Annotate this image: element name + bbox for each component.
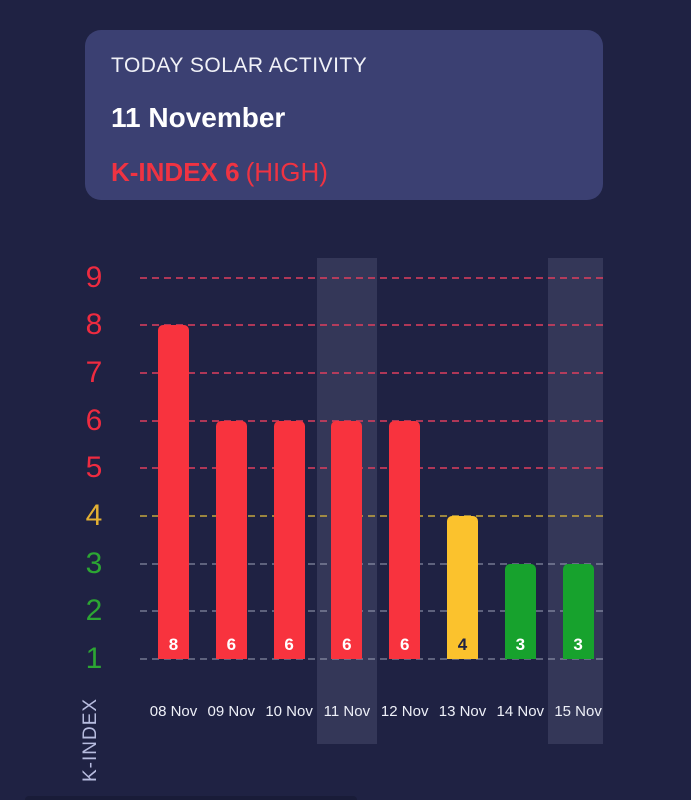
bar-value-label: 3 xyxy=(515,635,526,655)
x-tick-label: 15 Nov xyxy=(554,703,602,720)
grid-line xyxy=(140,610,603,613)
card-date: 11 November xyxy=(111,102,286,133)
x-tick-label: 13 Nov xyxy=(438,703,487,720)
bar-value-label: 8 xyxy=(168,635,179,655)
column-highlight xyxy=(548,258,603,744)
grid-line xyxy=(140,371,603,374)
grid-line xyxy=(140,562,603,565)
bar-value-label: 6 xyxy=(226,635,237,655)
card-title: TODAY SOLAR ACTIVITY xyxy=(111,54,368,77)
kindex-summary: K-INDEX 6 (HIGH) xyxy=(111,157,603,192)
y-tick-label: 2 xyxy=(85,594,103,628)
x-tick-label: 12 Nov xyxy=(380,703,429,720)
y-tick-label: 5 xyxy=(85,451,103,485)
y-tick-label: 1 xyxy=(85,642,103,676)
grid-line xyxy=(140,658,603,661)
grid-line xyxy=(140,515,603,517)
grid-line xyxy=(140,276,603,279)
y-tick-label: 3 xyxy=(85,546,103,580)
kindex-status: (HIGH) xyxy=(245,157,328,187)
bar-value-label: 3 xyxy=(573,635,583,655)
bar-value-label: 6 xyxy=(342,635,352,655)
chart-bar xyxy=(504,563,536,660)
chart-bar xyxy=(215,420,247,660)
grid-line xyxy=(140,419,603,422)
bar-value-label: 6 xyxy=(284,635,294,655)
kindex-value: K-INDEX 6 xyxy=(111,157,240,187)
x-tick-label: 09 Nov xyxy=(207,703,256,720)
x-tick-label: 08 Nov xyxy=(149,703,198,720)
x-tick-label: 11 Nov xyxy=(323,703,371,720)
chart-bar xyxy=(273,420,305,660)
y-axis-label: K-INDEX xyxy=(80,697,101,783)
chart-bar xyxy=(158,325,189,660)
bar-value-label: 4 xyxy=(457,635,468,655)
y-tick-label: 4 xyxy=(85,499,103,532)
chart-bar xyxy=(562,563,594,660)
y-tick-label: 7 xyxy=(85,355,103,389)
next-section-edge xyxy=(25,796,357,800)
y-tick-label: 6 xyxy=(85,403,103,437)
chart-bar xyxy=(389,420,421,660)
y-tick-label: 8 xyxy=(85,308,103,342)
grid-line xyxy=(140,324,603,327)
bar-value-label: 6 xyxy=(399,635,410,655)
chart-bar xyxy=(331,420,363,660)
y-tick-label: 9 xyxy=(85,260,103,294)
header-card: TODAY SOLAR ACTIVITY 11 November K-INDEX… xyxy=(85,30,603,200)
x-tick-label: 14 Nov xyxy=(496,703,545,720)
grid-line xyxy=(140,467,603,470)
x-tick-label: 10 Nov xyxy=(265,703,313,720)
chart-bar xyxy=(447,516,478,660)
